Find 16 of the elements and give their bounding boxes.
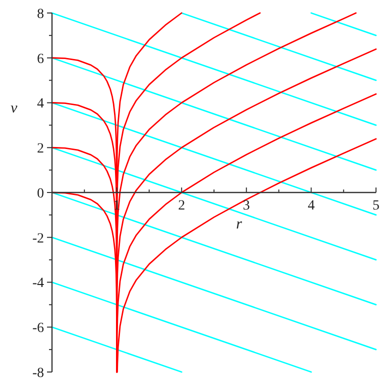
y-tick-label: -4 — [32, 276, 44, 292]
x-tick-label: 1 — [113, 198, 120, 214]
y-tick-label: 8 — [37, 6, 44, 22]
y-axis-title: v — [10, 100, 18, 116]
y-tick-label: 6 — [37, 52, 44, 67]
y-tick-label: 4 — [37, 96, 44, 112]
x-tick-label: 3 — [242, 198, 250, 214]
x-axis-title: r — [236, 216, 242, 232]
x-tick-label: 4 — [308, 198, 315, 214]
x-tick-label: 5 — [372, 198, 380, 214]
y-tick-label: -2 — [32, 231, 44, 246]
y-tick-label: -8 — [32, 366, 44, 381]
y-tick-label: 0 — [37, 186, 44, 202]
y-tick-label: 2 — [37, 142, 44, 157]
x-tick-label: 2 — [178, 198, 186, 214]
y-tick-label: -6 — [32, 321, 44, 336]
